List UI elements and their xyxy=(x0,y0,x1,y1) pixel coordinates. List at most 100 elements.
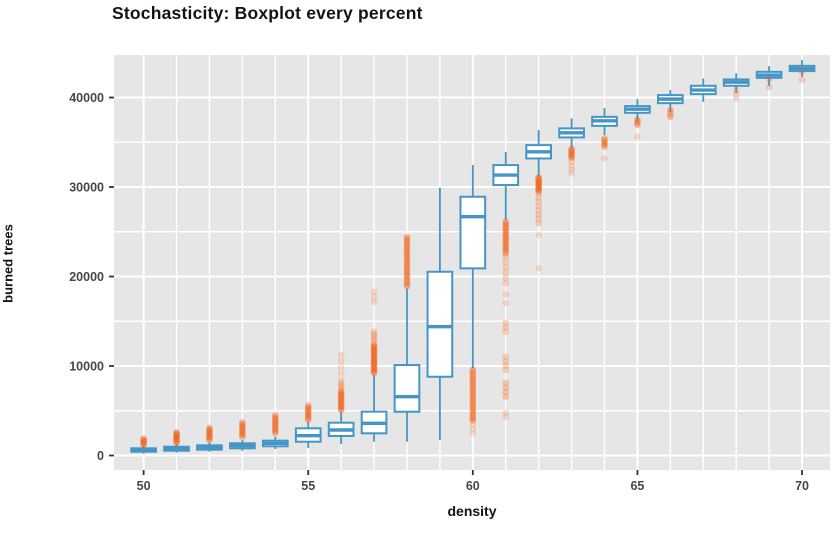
outlier-point xyxy=(798,68,806,76)
outlier-point xyxy=(403,280,411,288)
outlier-point xyxy=(502,353,510,360)
outlier-point xyxy=(568,153,575,161)
outlier-point xyxy=(732,86,740,94)
outlier-point xyxy=(535,178,542,186)
outlier-point xyxy=(403,250,411,257)
outlier-point xyxy=(403,266,411,274)
outlier-point xyxy=(304,407,312,415)
outlier-point xyxy=(370,369,378,377)
outlier-point xyxy=(601,140,608,147)
outlier-point xyxy=(535,265,542,272)
outlier-point xyxy=(502,235,510,242)
y-tick-label: 10000 xyxy=(69,360,104,374)
outlier-point xyxy=(469,385,477,393)
outlier-point xyxy=(568,166,575,173)
outlier-point xyxy=(469,411,477,419)
outlier-point xyxy=(173,434,180,442)
outlier-point xyxy=(140,438,147,445)
outlier-point xyxy=(502,239,510,247)
outlier-point xyxy=(272,414,279,422)
outlier-point xyxy=(502,250,510,257)
outlier-point xyxy=(272,427,279,434)
outlier-point xyxy=(798,76,806,84)
outlier-point xyxy=(403,264,411,271)
outlier-point xyxy=(370,349,378,356)
outlier-point xyxy=(206,433,213,440)
outlier-point xyxy=(173,435,180,443)
outlier-point xyxy=(469,430,477,437)
outlier-point xyxy=(403,271,411,278)
outlier-point xyxy=(304,416,312,424)
outlier-point xyxy=(337,379,345,387)
outlier-point xyxy=(469,368,477,376)
outlier-point xyxy=(337,364,345,371)
outlier-point xyxy=(469,395,477,402)
outlier-point xyxy=(568,154,575,162)
outlier-point xyxy=(239,419,246,426)
outlier-point xyxy=(370,341,378,349)
outlier-point xyxy=(568,162,575,169)
outlier-point xyxy=(469,416,477,424)
outlier-point xyxy=(502,222,510,230)
y-tick-label: 40000 xyxy=(69,91,104,105)
outlier-point xyxy=(469,399,477,407)
outlier-point xyxy=(634,133,641,141)
outlier-point xyxy=(304,412,312,420)
outlier-point xyxy=(337,391,345,399)
outlier-point xyxy=(502,362,510,369)
outlier-point xyxy=(535,180,542,187)
outlier-point xyxy=(469,371,477,378)
outlier-point xyxy=(304,404,312,412)
outlier-point xyxy=(502,237,510,244)
outlier-point xyxy=(272,411,279,419)
outlier-point xyxy=(469,425,477,433)
outlier-point xyxy=(403,283,411,290)
outlier-point xyxy=(502,231,510,238)
outlier-point xyxy=(239,433,246,441)
outlier-point xyxy=(370,353,378,361)
outlier-point xyxy=(239,427,246,434)
outlier-point xyxy=(173,439,180,447)
outlier-point xyxy=(502,220,510,228)
outlier-point xyxy=(272,425,279,433)
outlier-point xyxy=(535,219,542,227)
outlier-point xyxy=(140,439,147,446)
outlier-point xyxy=(403,257,411,264)
outlier-point xyxy=(403,233,411,241)
outlier-point xyxy=(535,206,542,214)
outlier-point xyxy=(239,420,246,428)
outlier-point xyxy=(206,430,213,437)
outlier-point xyxy=(272,420,279,427)
outlier-point xyxy=(140,436,147,443)
outlier-point xyxy=(337,390,345,397)
outlier-point xyxy=(403,273,411,281)
boxplot-box xyxy=(459,195,487,270)
outlier-point xyxy=(173,431,180,439)
outlier-point xyxy=(173,428,180,436)
outlier-point xyxy=(535,211,542,218)
outlier-point xyxy=(370,343,378,350)
outlier-point xyxy=(568,149,575,156)
outlier-point xyxy=(140,441,147,449)
outlier-point xyxy=(206,431,213,438)
outlier-point xyxy=(173,429,180,437)
outlier-point xyxy=(337,403,345,411)
outlier-point xyxy=(469,378,477,385)
outlier-point xyxy=(403,245,411,253)
outlier-point xyxy=(535,186,542,194)
outlier-point xyxy=(403,240,411,248)
outlier-point xyxy=(370,363,378,371)
outlier-point xyxy=(601,135,608,142)
outlier-point xyxy=(502,233,510,240)
outlier-point xyxy=(502,243,510,251)
outlier-point xyxy=(370,355,378,362)
outlier-point xyxy=(239,429,246,437)
outlier-point xyxy=(206,426,213,434)
outlier-point xyxy=(337,405,345,412)
outlier-point xyxy=(403,276,411,283)
outlier-point xyxy=(140,440,147,448)
outlier-point xyxy=(469,366,477,373)
outlier-point xyxy=(239,428,246,435)
outlier-point xyxy=(403,261,411,269)
